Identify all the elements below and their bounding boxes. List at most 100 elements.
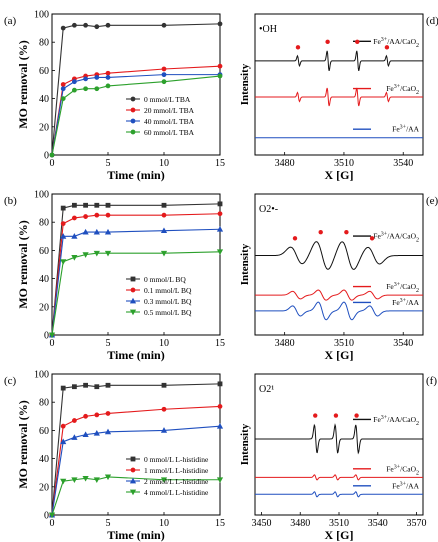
chart-panel-a: 0 20 40 60 80 100 0 5 10 15 Time (min) MO removal (… xyxy=(4,10,225,183)
spectrum-line xyxy=(255,474,423,481)
spectrum-line xyxy=(255,241,423,270)
data-point xyxy=(94,412,100,418)
data-point xyxy=(216,226,224,232)
peak-marker xyxy=(369,236,375,241)
legend-label: Fe3+/CaO2 xyxy=(386,282,419,294)
legend-label: 0 mmol/L L-histidine xyxy=(144,455,209,464)
data-point xyxy=(60,82,66,87)
data-point xyxy=(94,86,100,92)
legend-marker xyxy=(129,489,137,496)
series-line xyxy=(51,65,221,156)
series-line xyxy=(51,74,220,156)
x-tick-label: 5 xyxy=(106,518,111,529)
y-tick-label: 80 xyxy=(39,38,49,49)
peak-marker xyxy=(355,39,360,45)
data-point xyxy=(71,477,78,483)
y-tick-label: 80 xyxy=(39,218,49,229)
peak-marker xyxy=(384,45,390,50)
legend-label: 20 mmol/L TBA xyxy=(144,106,195,115)
data-point xyxy=(83,202,88,208)
data-point xyxy=(60,233,67,239)
data-point xyxy=(94,75,100,80)
y-axis-label: MO removal (%) xyxy=(16,400,30,488)
series-line xyxy=(51,251,221,336)
peak-marker xyxy=(325,39,330,45)
plot-frame xyxy=(254,193,424,336)
panel-label: (b) xyxy=(4,195,17,207)
x-tick-label: 5 xyxy=(106,158,111,169)
x-tick-label: 3510 xyxy=(334,338,354,349)
data-point xyxy=(105,70,111,76)
y-tick-label: 100 xyxy=(34,10,49,21)
x-axis-label: Time (min) xyxy=(107,528,164,542)
x-axis-label: X [G] xyxy=(325,528,354,542)
data-point xyxy=(160,227,168,234)
legend-label: 0.1 mmol/L BQ xyxy=(144,286,192,295)
legend-label: 0 mmol/L TBA xyxy=(144,95,191,104)
chart-panel-c: 0 20 40 60 80 100 0 5 10 15 Time (min) MO removal (… xyxy=(4,370,225,542)
y-tick-label: 60 xyxy=(39,426,49,437)
legend-label: Fe3+/CaO2 xyxy=(386,84,419,96)
y-tick-label: 100 xyxy=(34,190,49,201)
data-point xyxy=(83,86,88,92)
data-point xyxy=(49,152,55,158)
panel-label: (f) xyxy=(426,375,437,387)
data-point xyxy=(60,478,67,485)
data-point xyxy=(217,21,223,27)
data-point xyxy=(83,214,88,219)
data-point xyxy=(104,474,112,481)
peak-marker xyxy=(318,229,323,235)
plot-frame xyxy=(51,13,221,156)
x-tick-label: 0 xyxy=(50,338,55,349)
peak-marker xyxy=(292,236,298,241)
x-tick-label: 10 xyxy=(159,158,169,169)
data-point xyxy=(161,72,167,78)
x-axis-label: X [G] xyxy=(325,168,354,182)
spectrum-line xyxy=(255,289,423,301)
legend-marker xyxy=(129,477,137,484)
y-tick-label: 20 xyxy=(39,122,49,133)
legend-label: 0 mmol/L BQ xyxy=(144,275,186,284)
species-label: O2¹ xyxy=(259,384,274,395)
peak-marker xyxy=(295,45,301,50)
data-point xyxy=(94,384,100,390)
legend-label: Fe3+/CaO2 xyxy=(386,464,419,476)
data-point xyxy=(217,381,223,387)
spectrum-line xyxy=(255,491,423,498)
x-tick-label: 3540 xyxy=(393,338,413,349)
data-point xyxy=(48,512,56,519)
y-tick-label: 40 xyxy=(39,94,49,105)
plot-frame xyxy=(51,373,221,516)
x-tick-label: 3570 xyxy=(407,518,427,529)
y-tick-label: 40 xyxy=(39,454,49,465)
data-point xyxy=(60,259,67,265)
data-point xyxy=(71,233,78,239)
peak-marker xyxy=(333,413,339,418)
x-tick-label: 15 xyxy=(215,338,225,349)
data-point xyxy=(104,250,112,257)
legend-label: 40 mmol/L TBA xyxy=(144,117,195,126)
data-point xyxy=(217,63,223,69)
legend-label: 1 mmol/L L-histidine xyxy=(144,466,209,475)
legend-label: 60 mmol/L TBA xyxy=(144,128,195,137)
spectrum-line xyxy=(255,50,423,71)
data-point xyxy=(216,249,224,256)
series-line xyxy=(51,75,221,156)
data-point xyxy=(217,201,223,207)
y-tick-label: 40 xyxy=(39,274,49,285)
data-point xyxy=(72,79,77,85)
x-tick-label: 3510 xyxy=(334,158,354,169)
data-point xyxy=(161,202,167,208)
series-line xyxy=(51,213,221,336)
x-tick-label: 3480 xyxy=(275,338,295,349)
y-axis-label: MO removal (%) xyxy=(16,220,30,308)
data-point xyxy=(71,434,78,440)
x-tick-label: 5 xyxy=(106,338,111,349)
data-point xyxy=(71,255,78,261)
data-point xyxy=(105,212,111,218)
legend-marker xyxy=(129,309,137,316)
legend-label: Fe3+/AA/CaO2 xyxy=(373,232,419,244)
data-point xyxy=(82,475,89,482)
panel-label: (c) xyxy=(4,375,17,387)
